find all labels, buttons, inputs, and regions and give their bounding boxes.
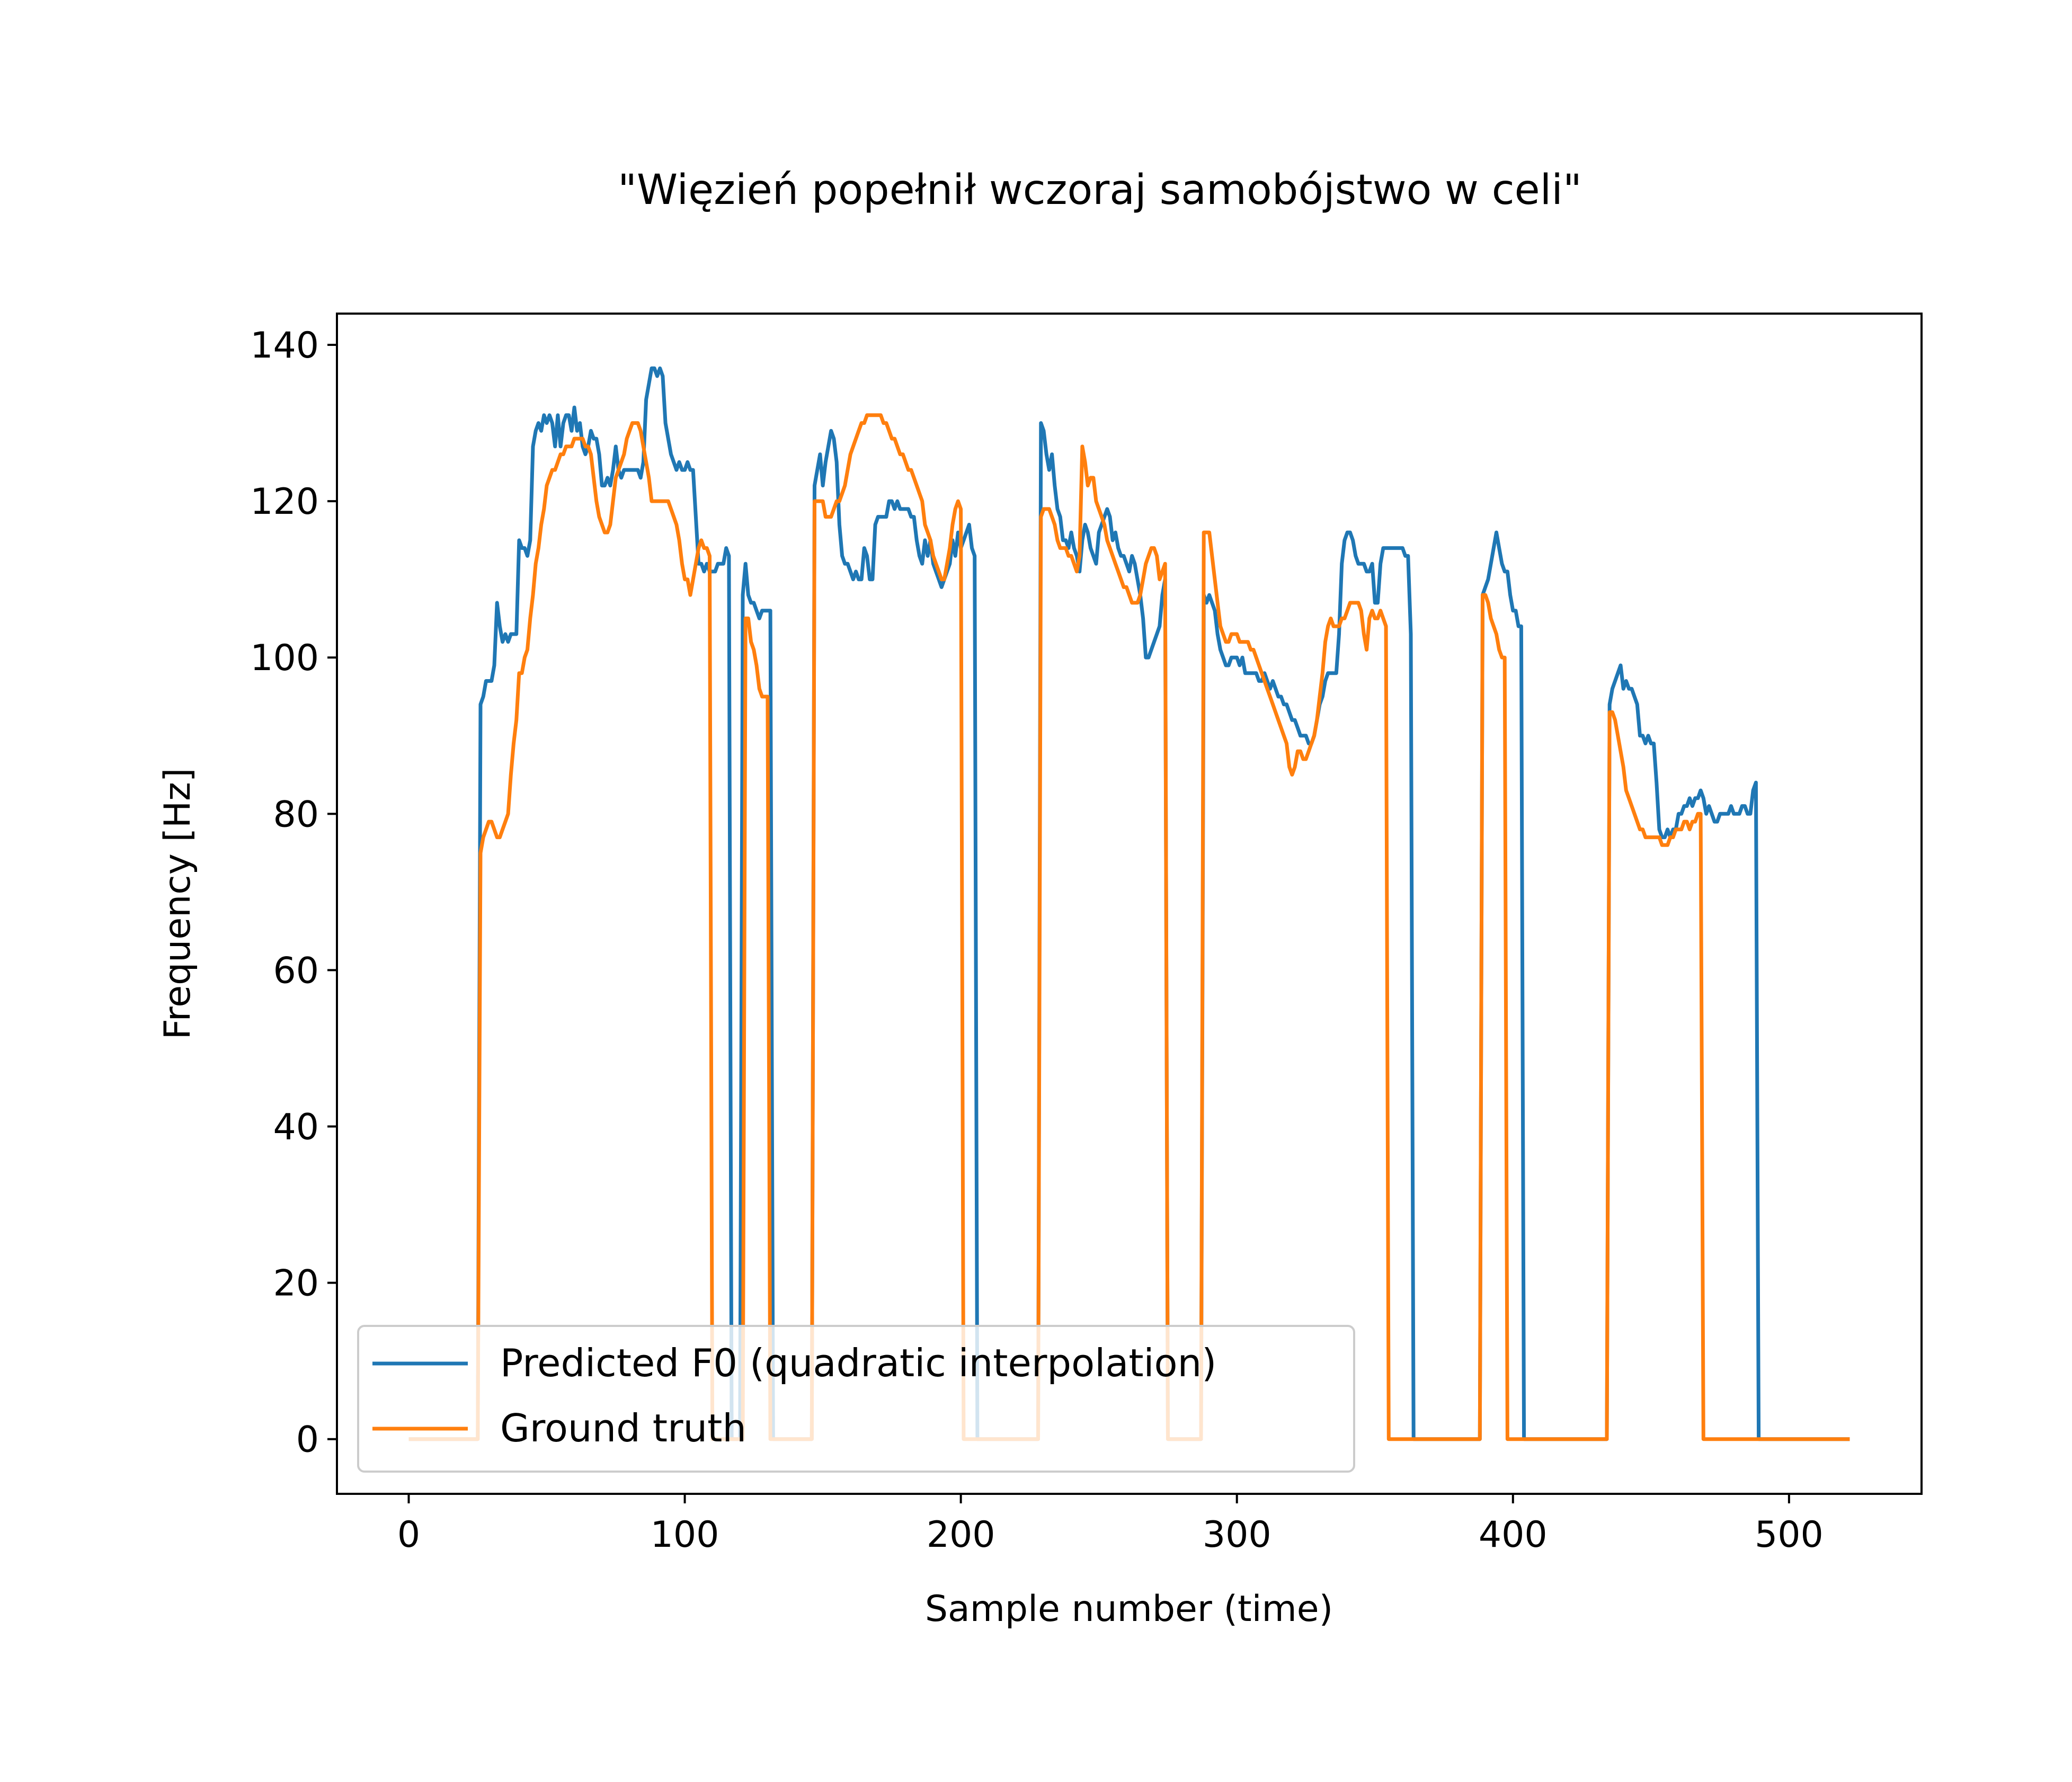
x-tick-label: 0: [397, 1514, 420, 1556]
y-tick-label: 100: [250, 637, 319, 679]
y-tick-label: 60: [273, 950, 319, 992]
y-tick-label: 120: [250, 481, 319, 523]
series-layer: [408, 366, 1850, 1441]
legend-frame: [357, 1325, 1355, 1473]
plot-area: [336, 313, 1923, 1495]
y-tick-label: 80: [273, 794, 319, 835]
x-tick-label: 300: [1203, 1514, 1271, 1556]
y-tick-label: 20: [273, 1263, 319, 1305]
y-axis-label: Frequency [Hz]: [157, 768, 199, 1040]
y-tick-label: 140: [250, 325, 319, 367]
x-tick-label: 500: [1755, 1514, 1824, 1556]
legend-label-predicted: Predicted F0 (quadratic interpolation): [500, 1341, 1216, 1385]
tick-layer: 0 100 200 300 400 500 0 20 40 60 80 100 120 140: [250, 325, 1824, 1556]
y-tick-label: 40: [273, 1107, 319, 1148]
chart-title: "Więzień popełnił wczoraj samobójstwo w …: [618, 166, 1582, 214]
x-tick-label: 200: [927, 1514, 995, 1556]
legend: Predicted F0 (quadratic interpolation) G…: [357, 1325, 1355, 1473]
x-tick-label: 400: [1479, 1514, 1548, 1556]
series-line-ground-truth: [408, 413, 1850, 1441]
y-tick-label: 0: [296, 1419, 319, 1461]
legend-label-ground-truth: Ground truth: [500, 1406, 746, 1450]
x-axis-label: Sample number (time): [925, 1588, 1333, 1630]
x-tick-label: 100: [651, 1514, 719, 1556]
series-line-predicted: [408, 366, 1850, 1441]
